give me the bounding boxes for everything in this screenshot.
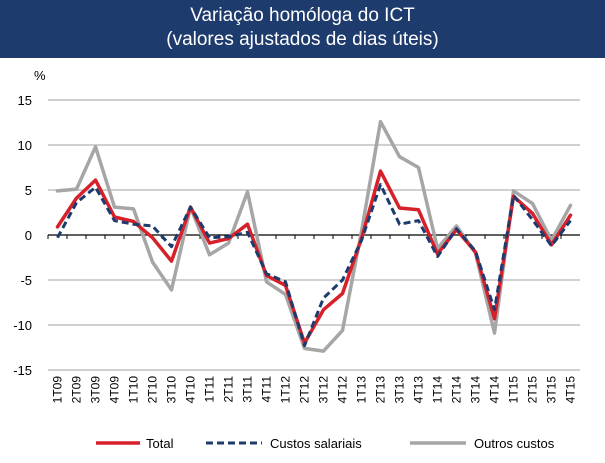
- x-tick-label: 1T10: [127, 376, 141, 404]
- legend: Total Custos salariais Outros custos: [96, 436, 555, 451]
- legend-label: Custos salariais: [270, 436, 362, 451]
- x-tick-label: 1T12: [279, 376, 293, 404]
- legend-label: Total: [146, 436, 174, 451]
- x-tick-label: 4T10: [184, 376, 198, 404]
- x-tick-label: 2T15: [526, 376, 540, 404]
- x-tick-label: 3T11: [241, 376, 255, 403]
- x-tick-label: 4T11: [260, 376, 274, 403]
- y-tick-label: -15: [13, 363, 32, 378]
- y-tick-label: 15: [18, 93, 32, 108]
- x-tick-label: 3T09: [89, 376, 103, 404]
- y-tick-label: -10: [13, 318, 32, 333]
- x-tick-label: 3T12: [317, 376, 331, 404]
- x-tick-label: 3T14: [469, 376, 483, 404]
- y-tick-label: 5: [25, 183, 32, 198]
- chart-title: Variação homóloga do ICT: [190, 5, 415, 26]
- x-tick-label: 3T13: [393, 376, 407, 404]
- x-tick-label: 3T15: [545, 376, 559, 404]
- x-tick-label: 2T13: [374, 376, 388, 404]
- x-tick-label: 3T10: [165, 376, 179, 404]
- y-tick-label: 10: [18, 138, 32, 153]
- x-tick-label: 2T10: [146, 376, 160, 404]
- x-tick-label: 1T14: [431, 376, 445, 404]
- series-lines: [55, 119, 573, 353]
- x-tick-label: 1T15: [507, 376, 521, 404]
- chart-title-bar: Variação homóloga do ICT (valores ajusta…: [0, 0, 605, 58]
- x-tick-label: 2T12: [298, 376, 312, 404]
- legend-label: Outros custos: [474, 436, 555, 451]
- x-tick-label: 1T09: [51, 376, 65, 404]
- series-line-total: [55, 169, 573, 345]
- x-tick-label: 2T09: [70, 376, 84, 404]
- x-tick-label: 4T12: [336, 376, 350, 404]
- x-tick-label: 4T15: [564, 376, 578, 404]
- x-tick-label: 2T14: [450, 376, 464, 404]
- y-tick-label: -5: [20, 273, 32, 288]
- chart-subtitle: (valores ajustados de dias úteis): [166, 29, 439, 50]
- x-tick-label: 4T14: [488, 376, 502, 404]
- x-tick-label: 4T13: [412, 376, 426, 404]
- series-line-custos-salariais: [56, 183, 572, 348]
- y-axis-unit-label: %: [34, 68, 46, 83]
- y-axis-ticks: 15 10 5 0 -5 -10 -15: [13, 93, 32, 378]
- x-axis-ticks: 1T09 2T09 3T09 4T09 1T10 2T10 3T10 4T10 1T11 2T11…: [47, 235, 578, 404]
- x-tick-label: 1T11: [203, 376, 217, 403]
- x-tick-label: 4T09: [108, 376, 122, 404]
- x-tick-label: 1T13: [355, 376, 369, 404]
- y-tick-label: 0: [25, 228, 32, 243]
- series-line-outros-custos: [55, 119, 573, 353]
- x-tick-label: 2T11: [222, 376, 236, 403]
